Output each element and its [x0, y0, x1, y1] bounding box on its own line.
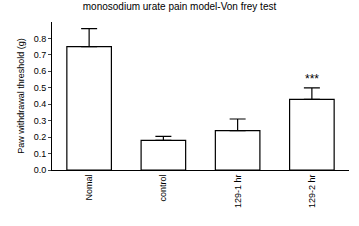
- svg-text:0.4: 0.4: [34, 99, 47, 109]
- svg-text:0.1: 0.1: [34, 149, 47, 159]
- svg-text:monosodium urate pain model-Vo: monosodium urate pain model-Von frey tes…: [83, 1, 277, 12]
- svg-text:0.5: 0.5: [34, 83, 47, 93]
- svg-text:0.6: 0.6: [34, 66, 47, 76]
- svg-text:0.2: 0.2: [34, 132, 47, 142]
- svg-text:0.0: 0.0: [34, 165, 47, 175]
- svg-text:129-2 hr: 129-2 hr: [307, 175, 317, 209]
- svg-text:Paw withdrawal threshold (g): Paw withdrawal threshold (g): [16, 38, 26, 154]
- svg-text:0.8: 0.8: [34, 34, 47, 44]
- svg-text:control: control: [158, 175, 168, 202]
- svg-text:129-1 hr: 129-1 hr: [233, 175, 243, 209]
- svg-text:0.7: 0.7: [34, 50, 47, 60]
- svg-text:Nomal: Nomal: [84, 175, 94, 201]
- svg-text:***: ***: [305, 72, 319, 86]
- svg-text:0.3: 0.3: [34, 116, 47, 126]
